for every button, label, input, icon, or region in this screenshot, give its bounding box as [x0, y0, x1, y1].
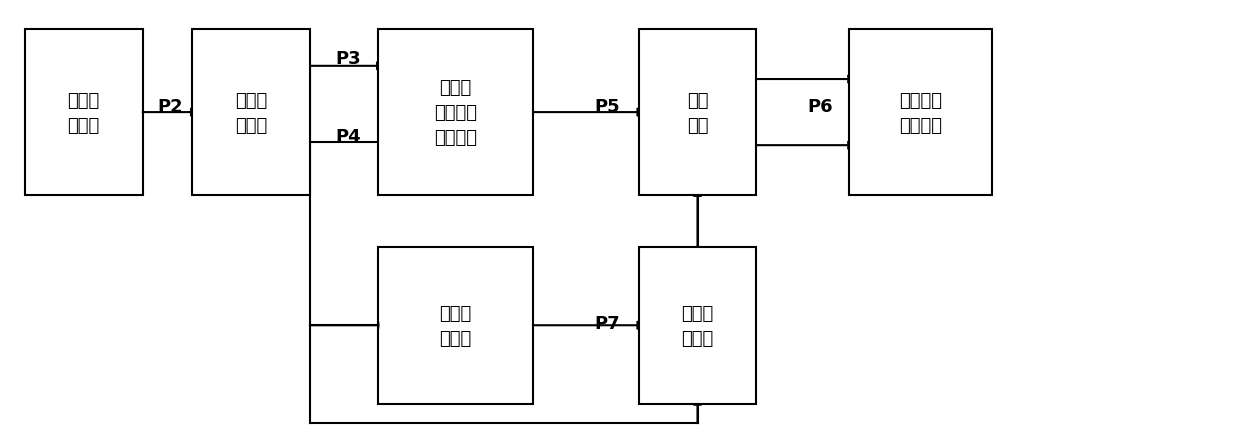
Text: P4: P4	[335, 128, 361, 146]
Text: P2: P2	[157, 97, 184, 115]
Bar	[25, 30, 143, 195]
Bar	[849, 30, 992, 195]
Text: 触发
电路: 触发 电路	[687, 92, 708, 134]
Bar	[639, 247, 756, 404]
Text: 采样比
较电路: 采样比 较电路	[67, 92, 100, 134]
Text: P5: P5	[594, 97, 620, 115]
Text: P6: P6	[807, 97, 833, 115]
Text: 自耦补偿
式主电路: 自耦补偿 式主电路	[899, 92, 942, 134]
Text: P7: P7	[594, 314, 620, 332]
Bar	[192, 30, 310, 195]
Bar	[378, 247, 533, 404]
Text: 晶闸管
触发选通
配置电路: 晶闸管 触发选通 配置电路	[434, 79, 477, 147]
Bar	[378, 30, 533, 195]
Text: 保护驱
动电路: 保护驱 动电路	[681, 304, 714, 347]
Bar	[639, 30, 756, 195]
Text: 检错判
别电路: 检错判 别电路	[439, 304, 472, 347]
Text: 延时保
护电路: 延时保 护电路	[234, 92, 268, 134]
Text: P3: P3	[335, 49, 361, 68]
